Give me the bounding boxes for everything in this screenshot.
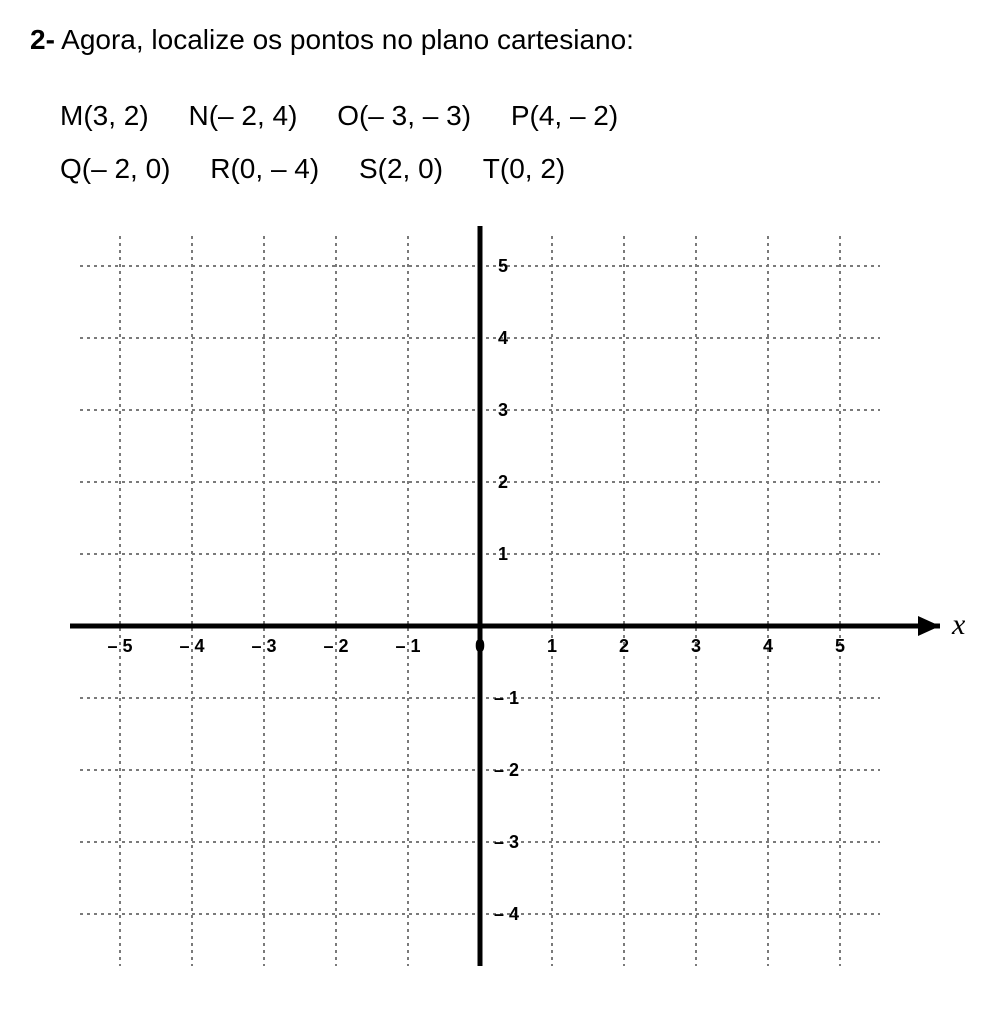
x-tick-label: – 4 (179, 636, 204, 656)
y-tick-label: 1 (498, 544, 508, 564)
y-tick-label: – 4 (494, 904, 519, 924)
exercise-number: 2- (30, 24, 55, 55)
point-Q: Q(– 2, 0) (60, 142, 170, 195)
x-tick-label: – 1 (395, 636, 420, 656)
chart-container: yx– 5– 4– 3– 2– 101234554321– 1– 2– 3– 4… (30, 226, 965, 966)
x-tick-label: 2 (619, 636, 629, 656)
exercise-prompt: Agora, localize os pontos no plano carte… (61, 24, 634, 55)
x-tick-label: 3 (691, 636, 701, 656)
x-tick-label: 1 (547, 636, 557, 656)
point-R: R(0, – 4) (210, 142, 319, 195)
points-list: M(3, 2) N(– 2, 4) O(– 3, – 3) P(4, – 2) … (30, 89, 965, 195)
x-tick-label: – 2 (323, 636, 348, 656)
y-tick-label: – 2 (494, 760, 519, 780)
point-N: N(– 2, 4) (188, 89, 297, 142)
y-tick-label: – 3 (494, 832, 519, 852)
x-axis-arrow-icon (918, 616, 940, 636)
y-tick-label: – 1 (494, 688, 519, 708)
y-tick-label: 3 (498, 400, 508, 420)
point-T: T(0, 2) (483, 142, 565, 195)
y-tick-label: 4 (498, 328, 508, 348)
y-tick-label: 5 (498, 256, 508, 276)
point-S: S(2, 0) (359, 142, 443, 195)
x-tick-label: – 3 (251, 636, 276, 656)
point-O: O(– 3, – 3) (337, 89, 471, 142)
point-M: M(3, 2) (60, 89, 149, 142)
x-tick-label: 0 (475, 636, 485, 656)
points-row-1: M(3, 2) N(– 2, 4) O(– 3, – 3) P(4, – 2) (60, 89, 965, 142)
x-tick-label: – 5 (107, 636, 132, 656)
cartesian-plane: yx– 5– 4– 3– 2– 101234554321– 1– 2– 3– 4… (30, 226, 965, 966)
exercise-title: 2- Agora, localize os pontos no plano ca… (30, 20, 965, 59)
x-tick-label: 4 (763, 636, 773, 656)
x-tick-label: 5 (835, 636, 845, 656)
point-P: P(4, – 2) (511, 89, 618, 142)
points-row-2: Q(– 2, 0) R(0, – 4) S(2, 0) T(0, 2) (60, 142, 965, 195)
x-axis-label: x (951, 608, 965, 641)
y-tick-label: 2 (498, 472, 508, 492)
